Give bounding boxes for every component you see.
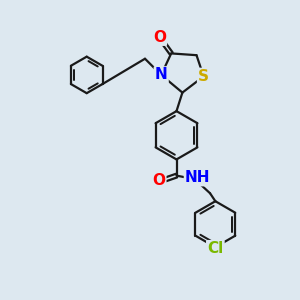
Text: Cl: Cl: [207, 241, 224, 256]
Text: NH: NH: [185, 170, 211, 185]
Text: O: O: [152, 173, 165, 188]
Text: S: S: [198, 69, 209, 84]
Text: N: N: [155, 68, 168, 82]
Text: O: O: [153, 30, 166, 45]
